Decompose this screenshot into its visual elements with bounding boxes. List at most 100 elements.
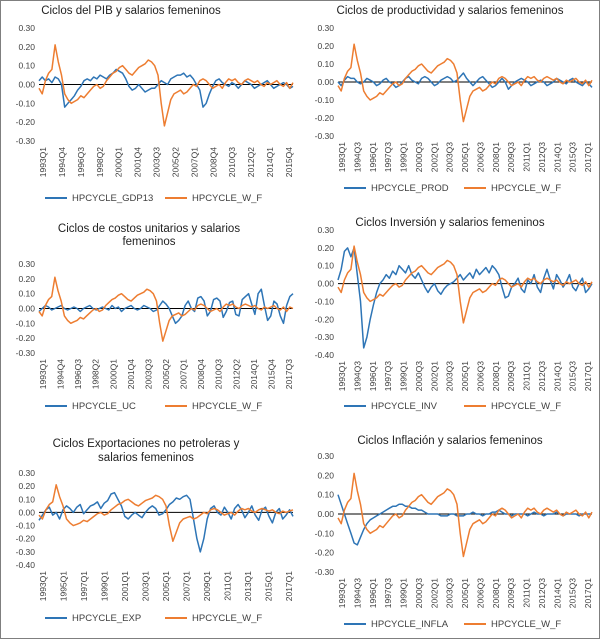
y-tick-label: -0.10 (315, 528, 335, 538)
x-tick-label: 1997Q3 (383, 578, 393, 609)
x-tick-label: 1995Q1 (59, 571, 69, 602)
x-tick-label: 2000Q1 (114, 147, 124, 178)
y-tick-label: 0.10 (18, 61, 35, 71)
chart-title: femeninos (122, 236, 175, 248)
y-tick-label: 0.00 (317, 509, 334, 519)
x-tick-label: 2013Q1 (243, 571, 253, 602)
x-tick-label: 2012Q2 (246, 147, 256, 178)
x-tick-label: 2015Q4 (284, 147, 294, 178)
x-tick-label: 1993Q1 (337, 578, 347, 609)
y-tick-label: -0.30 (16, 348, 36, 358)
x-tick-label: 2005Q1 (460, 142, 470, 173)
y-tick-label: -0.20 (16, 333, 36, 343)
series-line-hpcycle-w-f (38, 484, 294, 543)
x-tick-label: 2012Q3 (537, 361, 547, 392)
y-tick-label: -0.40 (315, 350, 335, 360)
x-tick-label: 2005Q1 (460, 578, 470, 609)
y-tick-label: -0.30 (16, 136, 36, 146)
legend-label: HPCYCLE_W_F (192, 193, 262, 204)
x-tick-label: 2005Q1 (161, 571, 171, 602)
y-tick-label: 0.30 (18, 468, 35, 478)
y-tick-label: -0.20 (315, 314, 335, 324)
series-line-hpcycle-w-f (38, 276, 294, 342)
x-tick-label: 2002Q1 (429, 361, 439, 392)
legend-label: HPCYCLE_W_F (192, 401, 262, 412)
x-tick-label: 2015Q3 (568, 578, 578, 609)
chart-title: Ciclos Exportaciones no petroleras y (53, 438, 240, 450)
x-tick-label: 2008Q4 (208, 147, 218, 178)
x-tick-label: 2007Q1 (182, 571, 192, 602)
x-tick-label: 2008Q1 (491, 142, 501, 173)
x-tick-label: 2008Q1 (491, 578, 501, 609)
x-tick-label: 2014Q1 (552, 578, 562, 609)
y-tick-label: 0.20 (317, 470, 334, 480)
chart-title: Ciclos Inversión y salarios femeninos (355, 217, 544, 229)
x-tick-label: 1998Q2 (95, 147, 105, 178)
x-tick-label: 2003Q3 (445, 578, 455, 609)
legend-label: HPCYCLE_W_F (491, 619, 561, 630)
x-tick-label: 2009Q1 (202, 571, 212, 602)
x-tick-label: 2014Q1 (552, 361, 562, 392)
legend-label: HPCYCLE_GDP13 (72, 193, 153, 204)
x-tick-label: 2000Q3 (414, 142, 424, 173)
y-tick-label: 0.30 (18, 23, 35, 33)
series-line-hpcycle-inv (337, 247, 593, 349)
y-tick-label: -0.20 (315, 548, 335, 558)
x-tick-label: 1994Q3 (352, 578, 362, 609)
y-tick-label: 0.20 (18, 274, 35, 284)
x-tick-label: 2001Q1 (120, 571, 130, 602)
y-tick-label: 0.00 (317, 279, 334, 289)
x-tick-label: 2002Q1 (429, 578, 439, 609)
x-tick-label: 2015Q3 (568, 361, 578, 392)
x-tick-label: 2003Q1 (141, 571, 151, 602)
x-tick-label: 2009Q3 (506, 142, 516, 173)
x-tick-label: 2012Q3 (537, 142, 547, 173)
y-tick-label: 0.10 (317, 59, 334, 69)
x-tick-label: 2000Q1 (108, 359, 118, 390)
y-tick-label: -0.20 (16, 117, 36, 127)
x-tick-label: 1993Q1 (337, 142, 347, 173)
y-tick-label: -0.20 (315, 113, 335, 123)
y-tick-label: -0.40 (16, 560, 36, 570)
x-tick-label: 2003Q3 (143, 359, 153, 390)
series-line-hpcycle-prod (337, 72, 593, 90)
chart-title: Ciclos de costos unitarios y salarios (58, 223, 240, 235)
x-tick-label: 2015Q3 (568, 142, 578, 173)
chart-panel-3: Ciclos de costos unitarios y salariosfem… (16, 223, 294, 412)
x-tick-label: 1993Q1 (38, 571, 48, 602)
x-tick-label: 1996Q3 (73, 359, 83, 390)
x-tick-label: 2010Q3 (227, 147, 237, 178)
series-line-hpcycle-w-f (337, 43, 593, 123)
series-line-hpcycle-infla (337, 494, 592, 546)
x-tick-label: 1994Q4 (57, 147, 67, 178)
x-tick-label: 2005Q2 (161, 359, 171, 390)
legend-label: HPCYCLE_UC (72, 401, 136, 412)
series-line-hpcycle-w-f (38, 44, 294, 127)
y-tick-label: 0.10 (18, 494, 35, 504)
y-tick-label: 0.00 (18, 507, 35, 517)
x-tick-label: 2010Q3 (214, 359, 224, 390)
x-tick-label: 2011Q1 (522, 142, 532, 172)
series-line-hpcycle-w-f (337, 472, 593, 558)
y-tick-label: -0.30 (315, 131, 335, 141)
x-tick-label: 2015Q4 (266, 359, 276, 390)
y-tick-label: -0.30 (315, 567, 335, 577)
x-tick-label: 2001Q4 (133, 147, 143, 178)
x-tick-label: 2009Q3 (506, 578, 516, 609)
x-tick-label: 1993Q1 (38, 147, 48, 178)
chart-panel-1: Ciclos del PIB y salarios femeninos 0.30 0… (16, 5, 294, 204)
x-tick-label: 2000Q3 (414, 361, 424, 392)
x-tick-label: 2002Q1 (429, 142, 439, 173)
x-tick-label: 1994Q4 (56, 359, 66, 390)
x-tick-label: 1996Q1 (368, 142, 378, 173)
x-tick-label: 2003Q3 (152, 147, 162, 178)
y-tick-label: 0.00 (317, 77, 334, 87)
x-tick-label: 2008Q4 (196, 359, 206, 390)
y-tick-label: 0.30 (317, 225, 334, 235)
x-tick-label: 2017Q1 (583, 361, 593, 392)
x-tick-label: 1999Q1 (399, 142, 409, 173)
x-tick-label: 2017Q3 (284, 359, 294, 390)
series-line-hpcycle-gdp13 (38, 68, 294, 108)
x-tick-label: 2003Q3 (445, 361, 455, 392)
x-tick-label: 2006Q3 (475, 361, 485, 392)
